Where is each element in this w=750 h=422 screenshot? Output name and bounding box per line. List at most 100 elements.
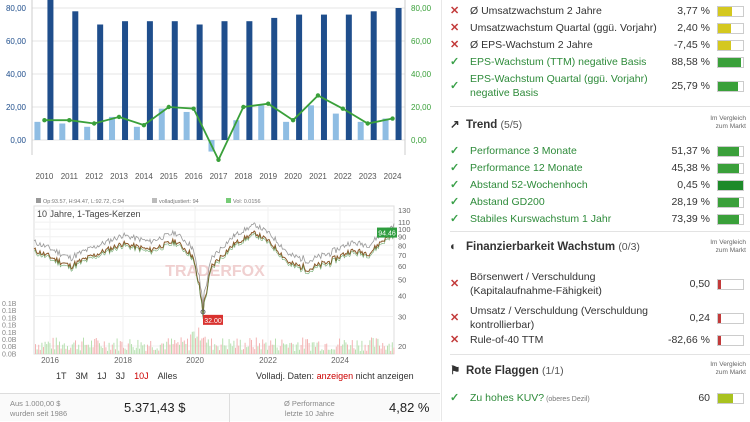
growth-line [44,94,393,162]
bar-dark [146,21,153,141]
criterion-name[interactable]: Stabiles Kurswachstum 1 Jahr [470,213,612,225]
criterion-name[interactable]: Zu hohes KUV? (oberes Dezil) [470,392,590,404]
volume-bar [207,339,209,354]
volume-bar [113,342,115,354]
bar-light [84,126,91,140]
criterion-name[interactable]: Umsatzwachstum Quartal (ggü. Vorjahr) [470,22,657,34]
criterion-value: 73,39 % [671,213,710,225]
volume-bar [182,341,184,354]
score-gauge-fill [718,7,732,16]
volume-bar [49,343,51,354]
volume-bar [51,348,52,354]
volume-bar [110,349,112,354]
price-plot-area [33,205,395,355]
volume-bar [217,346,219,354]
volume-bar [94,338,96,354]
bar-light [357,121,364,140]
criterion-name[interactable]: Abstand 52-Wochenhoch [470,179,588,191]
score-gauge [717,279,744,290]
score-gauge [717,180,744,191]
range-tab-alles[interactable]: Alles [157,371,178,381]
volume-bar [300,344,302,354]
left-tick-label: 80,00 [6,4,27,13]
volume-bar [36,349,38,354]
growth-point [141,122,147,128]
criterion-name[interactable]: Ø EPS-Wachstum 2 Jahre [470,39,593,51]
volume-bar [343,340,345,354]
price-x-label: 2016 [41,356,59,365]
volume-bar [238,345,240,354]
score-gauge [717,23,744,34]
score-gauge-fill [718,280,721,289]
range-tab-1t[interactable]: 1T [56,371,67,381]
year-label: 2010 [36,172,54,181]
volume-bar [99,343,100,354]
volume-bar [199,340,201,354]
cross-icon: ✕ [450,278,460,290]
volume-bar [311,342,313,354]
criterion-name[interactable]: Performance 3 Monate [470,145,577,157]
candle-price-line-green [33,232,395,319]
low-point-marker [200,309,206,315]
criterion-name[interactable]: Performance 12 Monate [470,162,583,174]
criterion-value: 88,58 % [671,56,710,68]
volume-bar [390,350,392,354]
volume-bar [68,349,70,354]
bar-dark [196,24,203,140]
bar-dark [271,17,278,140]
volladj-hide-link[interactable]: nicht anzeigen [355,371,414,381]
criterion-name[interactable]: EPS-Wachstum Quartal (ggü. Vorjahr) nega… [470,73,648,99]
range-tab-10j[interactable]: 10J [134,371,149,381]
criterion-name[interactable]: EPS-Wachstum (TTM) negative Basis [470,56,647,68]
volume-bar [283,343,284,354]
score-gauge [717,335,744,346]
criterion-name[interactable]: Ø Umsatzwachstum 2 Jahre [470,5,602,17]
volume-tick-label: 0.1B [2,315,17,322]
score-gauge [717,214,744,225]
section-title: Rote Flaggen [466,365,543,377]
volume-bar [35,344,36,354]
volume-bar [377,338,379,354]
criterion-name[interactable]: Rule-of-40 TTM [470,334,544,346]
volume-bar [382,342,384,354]
criterion-name[interactable]: Umsatz / Verschuldung (Verschuldung kont… [470,305,649,331]
year-label: 2012 [85,172,103,181]
volume-bar [115,349,116,354]
volume-bar [228,339,230,354]
volume-bar [131,344,132,354]
score-gauge-fill [718,394,733,403]
growth-point [290,118,296,123]
volume-bar [132,347,134,354]
criterion-name[interactable]: Abstand GD200 [470,196,545,208]
volume-bar [55,337,57,354]
volladj-toggle: Volladj. Daten: anzeigen nicht anzeigen [256,371,414,381]
price-tick-label: 80 [398,241,406,250]
criterion-name[interactable]: Börsenwert / Verschuldung (Kapitalaufnah… [470,271,602,297]
range-tab-1j[interactable]: 1J [97,371,107,381]
left-tick-label: 40,00 [6,70,27,79]
volume-bar [275,338,276,354]
volume-bar [308,343,310,354]
volume-bar [123,347,124,354]
left-tick-label: 60,00 [6,37,27,46]
bar-light [34,121,41,140]
volume-bar [297,342,299,354]
year-label: 2014 [135,172,153,181]
score-gauge [717,197,744,208]
price-chart[interactable]: Op:93.57, H:94.47, L:92.72, C:94 volladju… [0,194,440,366]
volume-bar [267,349,268,354]
range-tab-3j[interactable]: 3J [115,371,126,381]
volume-bar [307,339,308,354]
volume-bar [364,344,366,354]
bar-light [233,120,240,140]
volume-bar [121,341,123,354]
section-count: (1/1) [542,365,564,377]
range-tab-3m[interactable]: 3M [75,371,89,381]
volume-bar [91,340,92,354]
volume-bar [63,343,65,354]
volume-bar [126,349,128,354]
volume-bar [359,350,361,354]
volume-tick-label: 0.0B [2,351,17,358]
volladj-show-link[interactable]: anzeigen [316,371,354,381]
growth-point [116,114,122,120]
